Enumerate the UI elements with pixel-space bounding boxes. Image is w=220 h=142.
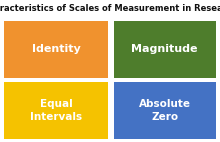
Text: Equal
Intervals: Equal Intervals: [30, 99, 82, 122]
Text: Magnitude: Magnitude: [132, 44, 198, 54]
FancyBboxPatch shape: [4, 21, 108, 78]
FancyBboxPatch shape: [114, 21, 216, 78]
FancyBboxPatch shape: [114, 82, 216, 139]
FancyBboxPatch shape: [4, 82, 108, 139]
Text: Identity: Identity: [32, 44, 81, 54]
Text: Characteristics of Scales of Measurement in Research: Characteristics of Scales of Measurement…: [0, 4, 220, 12]
Text: Absolute
Zero: Absolute Zero: [139, 99, 191, 122]
